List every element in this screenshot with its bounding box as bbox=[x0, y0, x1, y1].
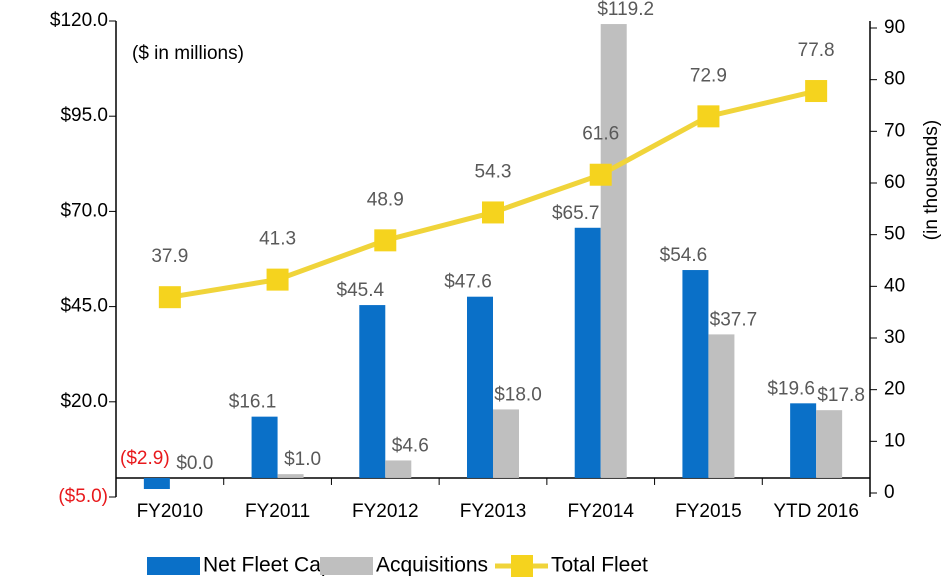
marker bbox=[158, 286, 181, 309]
x-tick-label: FY2013 bbox=[460, 501, 527, 522]
legend-swatch bbox=[511, 555, 533, 577]
legend-label: Acquisitions bbox=[376, 554, 488, 577]
value-label: 37.9 bbox=[151, 246, 188, 267]
y2-tick-label: 10 bbox=[884, 430, 905, 451]
value-label: 61.6 bbox=[582, 124, 619, 145]
y2-axis-label: (in thousands) bbox=[921, 120, 942, 240]
annotation: ($ in millions) bbox=[132, 43, 244, 64]
value-label: $47.6 bbox=[444, 272, 492, 293]
y2-tick-label: 30 bbox=[884, 327, 905, 348]
bar bbox=[277, 474, 304, 478]
y2-tick-label: 50 bbox=[884, 224, 905, 245]
value-label: 41.3 bbox=[259, 229, 296, 250]
value-label: $37.7 bbox=[710, 309, 758, 330]
x-tick-label: FY2012 bbox=[352, 501, 419, 522]
value-label: $17.8 bbox=[817, 385, 865, 406]
y2-tick-label: 20 bbox=[884, 379, 905, 400]
marker bbox=[697, 105, 720, 128]
y-tick-label: $20.0 bbox=[60, 391, 108, 412]
marker bbox=[266, 268, 289, 291]
legend-swatch bbox=[320, 557, 373, 575]
y-tick-label: $120.0 bbox=[50, 10, 108, 31]
x-tick-label: FY2014 bbox=[567, 501, 634, 522]
bar bbox=[359, 305, 386, 478]
x-tick-label: FY2011 bbox=[245, 501, 310, 522]
value-label: $16.1 bbox=[229, 392, 277, 413]
bar bbox=[251, 416, 278, 478]
bar bbox=[708, 334, 735, 478]
value-label: ($2.9) bbox=[120, 448, 170, 469]
x-tick-label: YTD 2016 bbox=[773, 501, 859, 522]
value-label: $18.0 bbox=[494, 384, 542, 405]
bar bbox=[816, 410, 843, 478]
legend-swatch bbox=[147, 557, 200, 575]
x-tick-label: FY2010 bbox=[137, 501, 204, 522]
marker bbox=[482, 201, 504, 224]
y-tick-label: $95.0 bbox=[60, 105, 108, 126]
value-label: $1.0 bbox=[284, 449, 321, 470]
y-tick-label: ($5.0) bbox=[58, 486, 108, 507]
value-label: $65.7 bbox=[552, 203, 600, 224]
bar bbox=[493, 409, 519, 478]
value-label: 48.9 bbox=[367, 189, 404, 210]
value-label: 54.3 bbox=[475, 161, 512, 182]
y2-tick-label: 0 bbox=[884, 482, 895, 503]
bar bbox=[790, 403, 817, 478]
bar bbox=[385, 460, 412, 478]
marker bbox=[805, 80, 828, 103]
bar bbox=[143, 477, 170, 490]
value-label: $19.6 bbox=[767, 378, 815, 399]
y2-tick-label: 70 bbox=[884, 120, 905, 141]
bar bbox=[574, 227, 601, 478]
value-label: 72.9 bbox=[690, 65, 727, 86]
y2-tick-label: 60 bbox=[884, 172, 905, 193]
value-label: $54.6 bbox=[660, 245, 708, 266]
value-label: $4.6 bbox=[392, 435, 429, 456]
bar bbox=[467, 296, 493, 478]
bar bbox=[600, 24, 627, 478]
bar bbox=[682, 270, 709, 478]
value-label: $0.0 bbox=[176, 453, 213, 474]
value-label: $119.2 bbox=[597, 0, 654, 20]
value-label: $45.4 bbox=[337, 280, 385, 301]
legend-label: Net Fleet CapEx bbox=[203, 554, 358, 577]
legend-label: Total Fleet bbox=[551, 554, 648, 577]
y2-tick-label: 40 bbox=[884, 275, 905, 296]
marker bbox=[589, 163, 612, 186]
x-tick-label: FY2015 bbox=[675, 501, 742, 522]
y2-tick-label: 80 bbox=[884, 69, 905, 90]
y-tick-label: $70.0 bbox=[60, 200, 108, 221]
value-label: 77.8 bbox=[798, 40, 835, 61]
marker bbox=[374, 229, 397, 252]
y2-tick-label: 90 bbox=[884, 17, 905, 38]
y-tick-label: $45.0 bbox=[60, 296, 108, 317]
